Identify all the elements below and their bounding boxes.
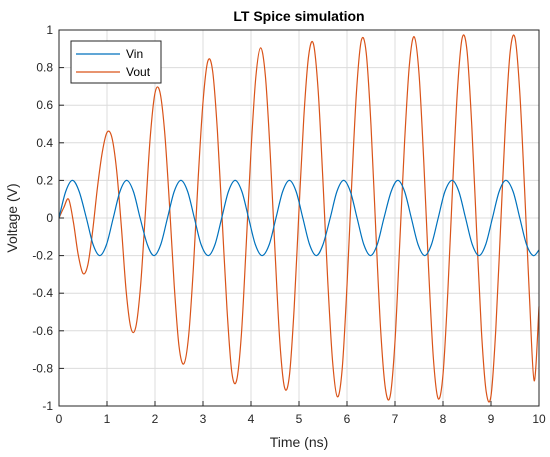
y-tick-label: -0.6 (32, 324, 53, 338)
x-tick-label: 10 (532, 412, 546, 426)
x-tick-label: 3 (200, 412, 207, 426)
series-line-vin (58, 179, 540, 257)
series-lines (58, 34, 540, 403)
x-tick-label: 1 (104, 412, 111, 426)
x-tick-label: 2 (152, 412, 159, 426)
y-tick-label: 0 (46, 211, 53, 225)
y-tick-label: 0.4 (36, 136, 53, 150)
x-tick-label: 8 (440, 412, 447, 426)
chart-title: LT Spice simulation (233, 8, 364, 24)
legend: Vin Vout (70, 40, 162, 84)
legend-label-vin: Vin (126, 47, 143, 61)
legend-label-vout: Vout (126, 65, 151, 79)
y-tick-label: -0.4 (32, 286, 53, 300)
x-tick-label: 4 (248, 412, 255, 426)
x-axis-label: Time (ns) (270, 434, 329, 450)
legend-box (70, 40, 162, 84)
y-tick-label: 1 (46, 23, 53, 37)
y-tick-label: -1 (42, 399, 53, 413)
series-line-vout (58, 34, 540, 403)
y-tick-label: 0.8 (36, 61, 53, 75)
x-tick-label: 5 (296, 412, 303, 426)
y-axis-label: Voltage (V) (4, 183, 20, 252)
y-tick-label: -0.2 (32, 249, 53, 263)
y-tick-label: 0.6 (36, 98, 53, 112)
x-tick-label: 7 (392, 412, 399, 426)
x-tick-label: 6 (344, 412, 351, 426)
y-tick-label: 0.2 (36, 173, 53, 187)
x-tick-label: 9 (488, 412, 495, 426)
axis-ticks: 0 1 2 3 4 5 6 7 8 9 10 -1 -0.8 -0.6 -0.4 -0.2 0 0.2 0.4 0.6… (32, 23, 546, 426)
y-tick-label: -0.8 (32, 361, 53, 375)
x-tick-label: 0 (56, 412, 63, 426)
